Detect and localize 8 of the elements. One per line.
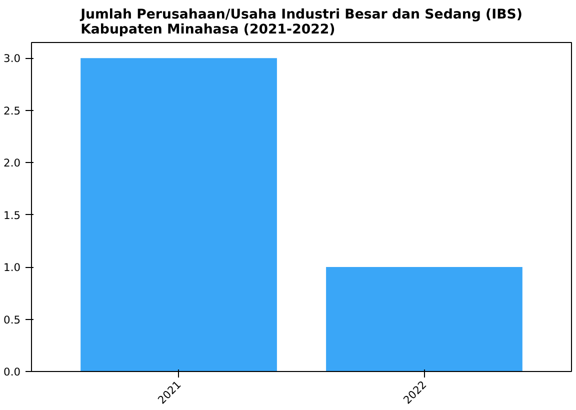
chart-title: Jumlah Perusahaan/Usaha Industri Besar dan Sedang (IBS) Kabupaten Minahasa (2021-2022) bbox=[80, 8, 522, 38]
y-tick-label: 0.0 bbox=[4, 366, 21, 378]
y-tick-label: 2.0 bbox=[4, 156, 21, 170]
y-tick-label: 1.5 bbox=[4, 208, 21, 222]
y-tick-label: 1.0 bbox=[4, 261, 21, 274]
y-tick-label: 3.0 bbox=[4, 52, 21, 66]
y-tick-label: 2.5 bbox=[4, 104, 21, 118]
y-tick-label: 0.5 bbox=[4, 313, 21, 326]
